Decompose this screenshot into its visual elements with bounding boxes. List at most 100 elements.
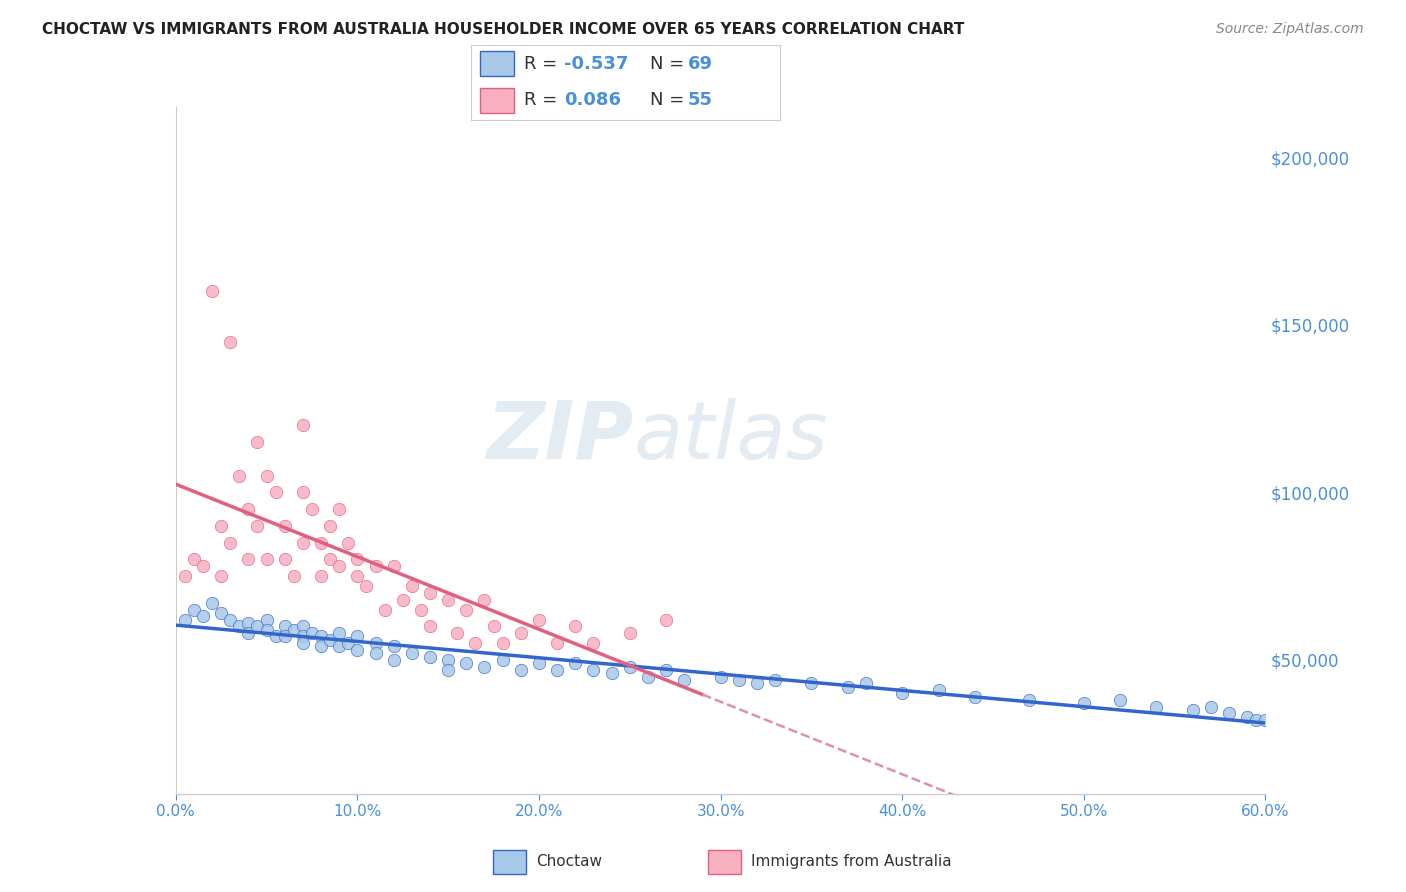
Bar [707, 850, 741, 873]
Point [1199, 699, 1222, 714]
Point [309, 569, 332, 583]
Point [655, 663, 678, 677]
Point [346, 642, 368, 657]
Point [482, 619, 505, 633]
Point [256, 552, 278, 566]
Point [619, 659, 641, 673]
Point [228, 619, 250, 633]
Point [492, 636, 515, 650]
Point [456, 602, 478, 616]
Text: R =: R = [523, 54, 562, 72]
Point [256, 623, 278, 637]
Point [183, 552, 205, 566]
Point [209, 519, 232, 533]
Point [246, 519, 269, 533]
Point [191, 559, 214, 574]
Point [509, 626, 531, 640]
Text: 55: 55 [688, 91, 713, 109]
Text: N =: N = [651, 54, 690, 72]
Point [238, 552, 260, 566]
Text: CHOCTAW VS IMMIGRANTS FROM AUSTRALIA HOUSEHOLDER INCOME OVER 65 YEARS CORRELATIO: CHOCTAW VS IMMIGRANTS FROM AUSTRALIA HOU… [42, 22, 965, 37]
Point [745, 676, 768, 690]
Point [183, 602, 205, 616]
Point [364, 646, 387, 660]
Point [364, 559, 387, 574]
Point [464, 636, 486, 650]
Point [283, 569, 305, 583]
Point [582, 663, 605, 677]
Point [274, 552, 297, 566]
Point [382, 653, 405, 667]
Point [1254, 713, 1277, 727]
Point [309, 629, 332, 643]
Point [274, 519, 297, 533]
Point [356, 579, 378, 593]
Text: R =: R = [523, 91, 562, 109]
Point [173, 613, 195, 627]
Text: -0.537: -0.537 [564, 54, 628, 72]
Point [346, 569, 368, 583]
Point [474, 659, 496, 673]
Point [527, 657, 550, 671]
Point [364, 636, 387, 650]
Point [1073, 697, 1095, 711]
Point [1018, 693, 1040, 707]
Point [564, 657, 586, 671]
Point [419, 586, 441, 600]
Point [401, 579, 423, 593]
Point [637, 670, 659, 684]
Point [837, 680, 859, 694]
Point [374, 602, 396, 616]
Point [619, 626, 641, 640]
Point [319, 632, 342, 647]
Text: 0.086: 0.086 [564, 91, 621, 109]
Point [474, 592, 496, 607]
Point [401, 646, 423, 660]
Point [409, 602, 432, 616]
Point [328, 559, 350, 574]
Point [582, 636, 605, 650]
Point [391, 592, 413, 607]
Point [219, 535, 242, 549]
Point [564, 619, 586, 633]
Point [238, 502, 260, 516]
Point [527, 613, 550, 627]
Point [328, 640, 350, 654]
Point [291, 418, 314, 433]
Point [246, 619, 269, 633]
Point [319, 552, 342, 566]
Point [382, 559, 405, 574]
Point [710, 670, 733, 684]
Point [219, 334, 242, 349]
Point [1181, 703, 1204, 717]
Point [727, 673, 749, 687]
Point [855, 676, 877, 690]
Point [309, 535, 332, 549]
Point [437, 653, 460, 667]
Point [209, 606, 232, 620]
Point [419, 649, 441, 664]
Bar [481, 52, 515, 77]
Point [173, 569, 195, 583]
Point [291, 619, 314, 633]
Point [264, 629, 287, 643]
Point [337, 636, 360, 650]
Point [928, 683, 950, 698]
Point [191, 609, 214, 624]
Point [337, 535, 360, 549]
Point [291, 629, 314, 643]
Point [201, 596, 224, 610]
Point [291, 636, 314, 650]
Point [437, 663, 460, 677]
Point [301, 502, 323, 516]
Point [1236, 710, 1258, 724]
Point [1246, 713, 1268, 727]
Point [419, 619, 441, 633]
Point [228, 468, 250, 483]
Point [1146, 699, 1168, 714]
Text: 69: 69 [688, 54, 713, 72]
Point [800, 676, 823, 690]
Point [328, 502, 350, 516]
Point [600, 666, 623, 681]
Text: atlas: atlas [633, 398, 828, 475]
